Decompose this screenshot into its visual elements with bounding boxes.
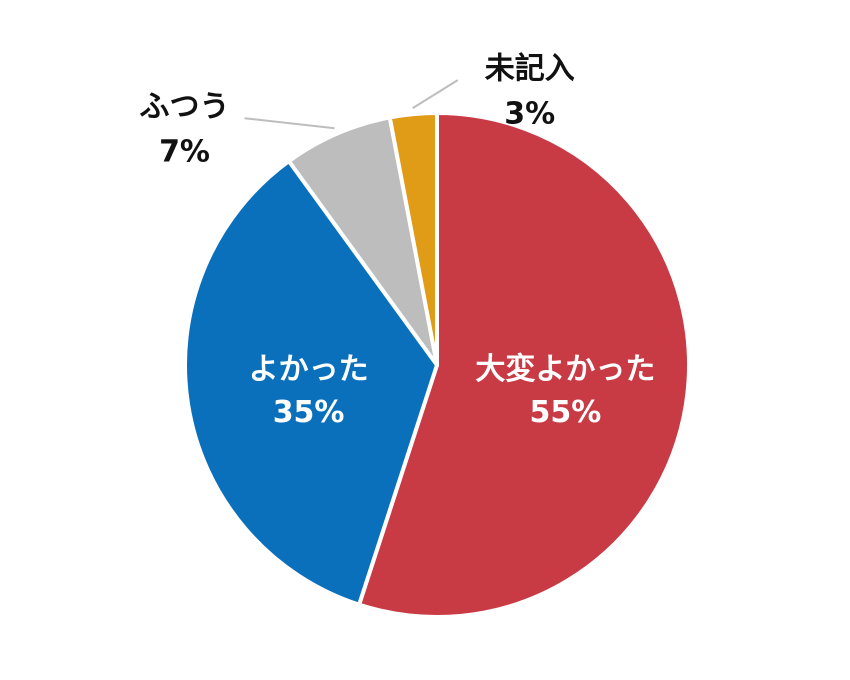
slice-label: 大変よかった bbox=[475, 352, 655, 387]
value-label: 3% bbox=[504, 97, 555, 132]
leader-line bbox=[412, 79, 459, 109]
slice-label: 未記入 bbox=[485, 52, 575, 87]
value-label: 7% bbox=[159, 135, 210, 170]
pie-slice bbox=[357, 111, 692, 619]
value-label: 55% bbox=[529, 395, 601, 430]
pie-slice bbox=[183, 159, 439, 607]
slice-label: よかった bbox=[249, 352, 369, 387]
value-label: 35% bbox=[273, 395, 345, 430]
pie-slice bbox=[387, 111, 439, 367]
leader-line bbox=[244, 117, 335, 130]
slice-label: ふつう bbox=[140, 90, 230, 125]
